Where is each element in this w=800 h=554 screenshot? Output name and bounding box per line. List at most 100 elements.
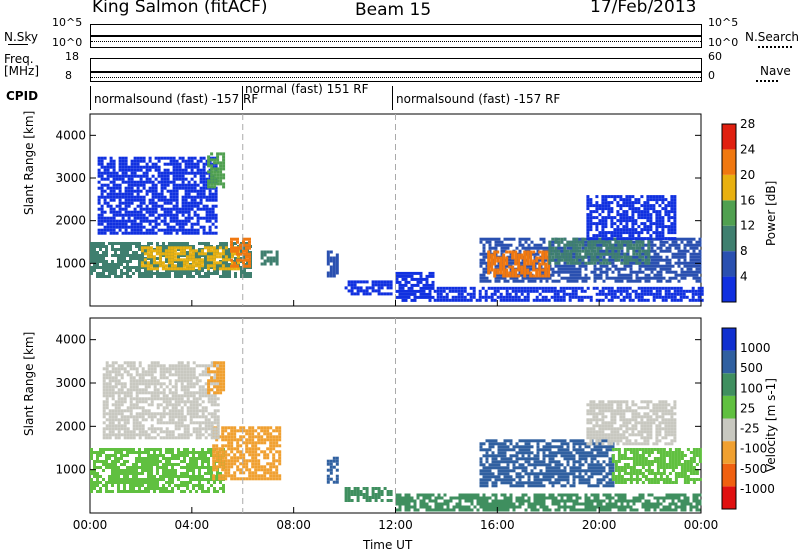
power-colorbar-tick-label: 16 (740, 193, 755, 207)
nsearch-tick-bottom: 10^0 (708, 36, 739, 49)
freq-trace (91, 71, 701, 73)
power-colorbar-segment (722, 251, 736, 277)
velocity-colorbar-tick-label: 1000 (740, 341, 771, 355)
nsky-panel (90, 24, 702, 48)
power-colorbar-tick-label: 24 (740, 142, 755, 156)
velocity-y-label: Slant Range [km] (22, 331, 36, 436)
velocity-colorbar-segment (722, 463, 736, 487)
power-colorbar-segment (722, 124, 736, 150)
velocity-colorbar-segment (722, 395, 736, 419)
power-echo-region (433, 286, 704, 302)
velocity-colorbar-tick-label: -500 (740, 462, 767, 476)
nsky-tick-bottom: 10^0 (52, 36, 83, 49)
velocity-echo-region (207, 361, 226, 395)
power-y-tick-label: 4000 (55, 128, 86, 142)
power-echo-region (230, 237, 251, 268)
velocity-echo-region (611, 448, 702, 484)
velocity-colorbar-segment (722, 418, 736, 442)
velocity-colorbar-tick-label: -25 (740, 422, 760, 436)
cpid-segment-1: normalsound (fast) -157 RF (94, 92, 259, 106)
power-colorbar-segment (722, 200, 736, 226)
velocity-echo-region (479, 439, 615, 488)
power-colorbar-tick-label: 20 (740, 168, 755, 182)
nsearch-trace (91, 41, 701, 42)
power-y-tick-label: 1000 (55, 256, 86, 270)
power-colorbar-frame (721, 123, 737, 303)
velocity-echo-region (212, 426, 282, 481)
power-echo-region (97, 156, 218, 235)
power-colorbar-tick-label: 8 (740, 244, 748, 258)
power-echo-region (487, 250, 551, 278)
velocity-echo-region (586, 400, 677, 446)
nave-tick-top: 60 (708, 50, 722, 63)
beam-title: Beam 15 (355, 0, 432, 20)
x-axis-label: Time UT (363, 538, 413, 552)
velocity-colorbar-segment (722, 328, 736, 351)
nsearch-legend-line (758, 46, 792, 48)
nsearch-tick-top: 10^5 (708, 16, 739, 29)
velocity-colorbar-segment (722, 486, 736, 509)
nave-label: Nave (760, 64, 791, 78)
cpid-divider-1 (242, 86, 243, 110)
velocity-echo-region (326, 456, 339, 484)
nsky-tick-top: 10^5 (52, 16, 83, 29)
velocity-echo-region (102, 361, 220, 440)
power-colorbar-segment (722, 174, 736, 201)
x-tick-label: 12:00 (378, 518, 413, 532)
power-y-tick-label: 3000 (55, 171, 86, 185)
cpid-panel: normalsound (fast) -157 RF normal (fast)… (90, 82, 702, 110)
power-scale-label: Power [dB] (764, 180, 778, 246)
nsearch-label: N.Search (745, 30, 800, 44)
velocity-y-tick-label: 3000 (55, 376, 86, 390)
power-colorbar-segment (722, 225, 736, 252)
x-tick-label: 00:00 (73, 518, 108, 532)
freq-tick-top: 18 (65, 50, 79, 63)
power-echo-region (260, 250, 279, 266)
power-echo-region (344, 280, 393, 296)
freq-nave-panel (90, 58, 702, 82)
power-echo-region (395, 271, 435, 302)
x-tick-label: 16:00 (480, 518, 515, 532)
cpid-segment-3: normalsound (fast) -157 RF (396, 92, 561, 106)
power-colorbar-tick-label: 28 (740, 117, 755, 131)
power-echo-region (586, 195, 677, 241)
nsky-label: N.Sky (4, 30, 39, 44)
station-title: King Salmon (fitACF) (92, 0, 268, 17)
power-colorbar-tick-label: 12 (740, 219, 755, 233)
nave-legend-line (756, 80, 778, 82)
velocity-echo-region (344, 487, 393, 502)
cpid-label: CPID (6, 89, 39, 103)
velocity-colorbar-segment (722, 373, 736, 396)
freq-unit-label: [MHz] (4, 64, 40, 78)
velocity-echo-region (395, 493, 702, 512)
power-colorbar-segment (722, 276, 736, 302)
x-tick-label: 04:00 (175, 518, 210, 532)
velocity-colorbar-tick-label: 500 (740, 361, 763, 375)
date-title: 17/Feb/2013 (590, 0, 697, 17)
velocity-colorbar-tick-label: 25 (740, 401, 755, 415)
power-echo-region (207, 152, 226, 189)
x-tick-label: 08:00 (276, 518, 311, 532)
cpid-segment-2: normal (fast) 151 RF (245, 82, 369, 96)
cpid-divider-2 (392, 86, 393, 110)
velocity-colorbar-frame (721, 327, 737, 510)
power-colorbar-tick-label: 4 (740, 270, 748, 284)
nave-tick-bottom: 0 (708, 69, 715, 82)
velocity-y-tick-label: 1000 (55, 463, 86, 477)
velocity-colorbar-tick-label: -1000 (740, 482, 775, 496)
nave-trace (91, 77, 701, 78)
freq-label: Freq. (4, 52, 34, 66)
cpid-divider-start (90, 86, 91, 110)
nsky-trace (91, 35, 701, 37)
velocity-scale-label: Velocity [m s-1] (764, 378, 778, 472)
power-y-tick-label: 2000 (55, 214, 86, 228)
velocity-y-tick-label: 2000 (55, 419, 86, 433)
power-echo-region (140, 246, 240, 271)
nsky-legend-line (8, 44, 28, 45)
x-tick-label: 00:00 (684, 518, 719, 532)
velocity-colorbar-tick-label: -100 (740, 442, 767, 456)
power-echo-region (326, 250, 339, 278)
velocity-colorbar-tick-label: 100 (740, 381, 763, 395)
